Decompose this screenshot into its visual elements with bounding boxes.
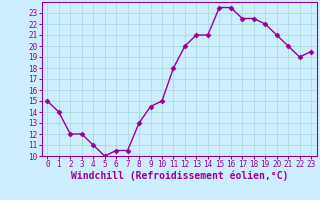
X-axis label: Windchill (Refroidissement éolien,°C): Windchill (Refroidissement éolien,°C) [70,171,288,181]
